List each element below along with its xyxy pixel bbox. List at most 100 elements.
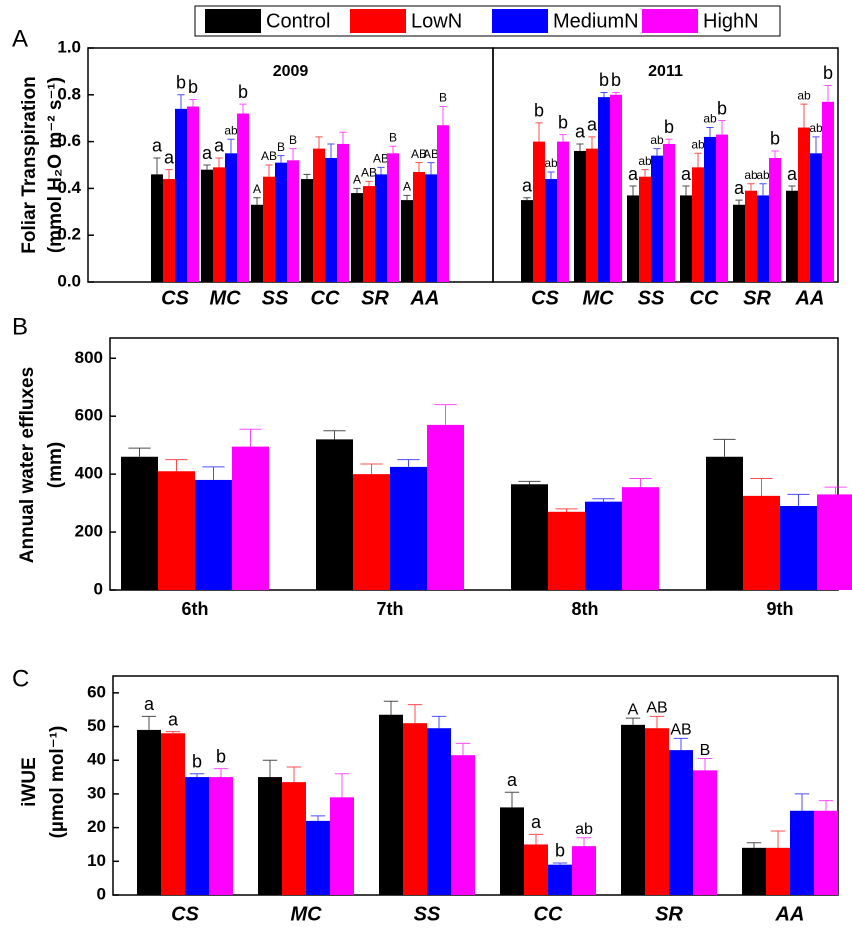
bar [387,153,399,282]
bar [639,176,651,282]
significance-letter: a [522,176,533,196]
error-bar [706,127,714,137]
significance-letter: b [599,70,609,90]
error-bar [165,169,173,180]
x-tick-label: MC [290,903,322,925]
legend-swatch [492,9,548,33]
significance-letter: B [389,130,397,144]
x-tick-label: CS [171,903,199,925]
significance-letter: b [238,82,248,102]
error-bar [555,508,578,512]
legend-label: Control [266,10,330,32]
error-bar [265,164,273,177]
error-bar [649,715,665,729]
significance-letter: a [144,694,155,714]
x-tick-label: SR [361,287,389,309]
bar [287,160,299,282]
y-axis-label: Annual water effluxes [17,367,38,563]
bar [524,844,548,895]
bar [511,484,548,590]
error-bar [213,768,229,778]
bar [798,127,810,282]
x-tick-label: SS [262,287,289,309]
error-bar [794,793,810,811]
significance-letter: b [717,98,727,118]
significance-letter: B [700,742,711,759]
error-bar [718,120,726,135]
significance-letter: b [534,101,544,121]
bar [586,148,598,282]
bar [810,153,822,282]
error-bar [673,737,689,751]
x-tick-label: 9th [767,599,794,619]
y-tick-label: 40 [87,750,106,769]
x-tick-label: AA [795,287,825,309]
significance-letter: AB [423,147,439,161]
bar [680,195,692,282]
significance-letter: AB [670,722,691,739]
significance-letter: A [353,173,361,187]
error-bar [552,862,568,865]
bar [572,846,596,895]
error-bar [588,136,596,149]
bar [622,487,659,590]
significance-letter: a [531,812,542,832]
significance-letter: a [164,147,175,167]
x-tick-label: 6th [182,599,209,619]
significance-letter: ab [638,154,652,168]
bar [225,153,237,282]
error-bar [528,833,544,845]
x-tick-label: SR [655,903,683,925]
legend-swatch [642,9,698,33]
y-tick-label: 200 [75,522,103,541]
bar [769,157,781,282]
error-bar [629,477,652,488]
bar [716,134,728,282]
panel-label: B [12,313,28,340]
bar [351,193,363,282]
error-bar [824,486,847,495]
y-tick-label: 400 [75,464,103,483]
x-tick-label: SS [638,287,665,309]
y-tick-label: 600 [75,406,103,425]
bar [574,150,586,282]
error-bar [694,152,702,168]
error-bar [323,430,346,440]
error-bar [434,404,457,425]
error-bar [310,815,326,821]
error-bar [353,187,361,194]
chart-title: 2011 [648,63,683,80]
error-bar [334,773,350,798]
y-tick-label: 0.0 [57,271,81,290]
error-bar [759,183,767,196]
significance-letter: B [277,140,285,154]
significance-letter: a [681,164,692,184]
significance-letter: b [823,63,833,83]
significance-letter: a [575,122,586,142]
x-tick-label: AA [410,287,440,309]
error-bar [262,759,278,778]
error-bar [128,447,151,457]
significance-letter: ab [650,133,664,147]
error-bar [523,197,531,201]
error-bar [770,830,786,848]
significance-letter: a [168,709,179,729]
bar [379,714,403,895]
plot-frame [112,675,839,896]
x-tick-label: CS [161,287,189,309]
x-tick-label: CS [531,287,559,309]
x-tick-label: MC [582,287,614,309]
y-tick-label: 1.0 [57,37,81,56]
y-tick-label: 0 [94,579,103,598]
significance-letter: a [787,164,798,184]
significance-letter: ab [224,123,238,137]
error-bar [592,498,615,502]
error-bar [389,145,397,154]
significance-letter: ab [744,168,758,182]
bar [742,847,766,895]
bar [598,97,610,282]
bar [413,172,425,282]
bar [645,728,669,895]
error-bar [202,466,225,480]
